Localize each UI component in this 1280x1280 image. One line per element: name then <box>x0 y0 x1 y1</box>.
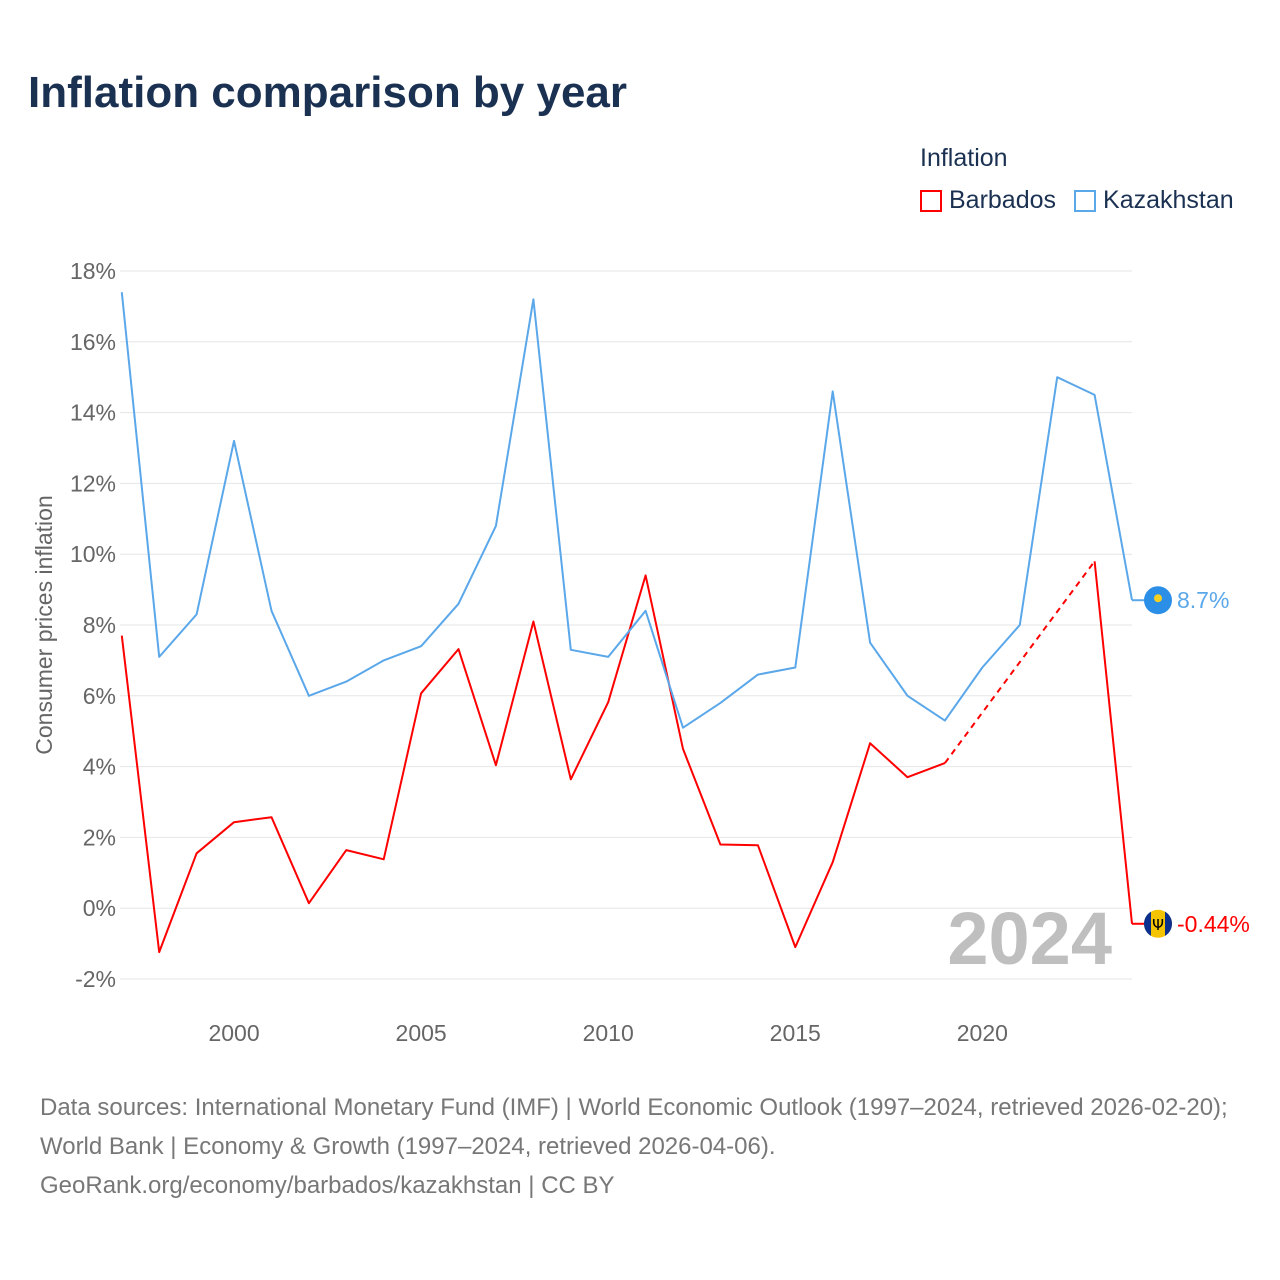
data-point-barbados <box>232 820 236 824</box>
data-point-barbados <box>718 842 722 846</box>
data-point-barbados <box>906 775 910 779</box>
x-tick-label: 2010 <box>583 1020 634 1046</box>
x-tick-label: 2015 <box>770 1020 821 1046</box>
data-point-barbados <box>195 851 199 855</box>
data-point-kazakhstan <box>419 644 423 648</box>
data-point-barbados <box>457 647 461 651</box>
data-point-barbados <box>344 848 348 852</box>
y-tick-label: 6% <box>83 683 116 709</box>
data-point-barbados <box>756 843 760 847</box>
data-point-barbados <box>793 945 797 949</box>
x-tick-label: 2020 <box>957 1020 1008 1046</box>
legend: Barbados Kazakhstan <box>920 186 1234 215</box>
data-point-barbados <box>382 857 386 861</box>
data-point-kazakhstan <box>644 609 648 613</box>
credit-link[interactable]: GeoRank.org/economy/barbados/kazakhstan … <box>40 1172 615 1199</box>
data-point-barbados <box>943 761 947 765</box>
data-point-barbados <box>120 634 124 638</box>
data-point-kazakhstan <box>831 389 835 393</box>
series-gap-barbados <box>944 560 1096 764</box>
data-point-barbados <box>606 700 610 704</box>
data-point-kazakhstan <box>531 297 535 301</box>
data-point-kazakhstan <box>1055 375 1059 379</box>
data-point-kazakhstan <box>457 602 461 606</box>
y-tick-label: 2% <box>83 824 116 850</box>
data-point-kazakhstan <box>157 655 161 659</box>
data-point-barbados <box>681 747 685 751</box>
data-sources: Data sources: International Monetary Fun… <box>40 1094 1228 1160</box>
data-point-kazakhstan <box>344 680 348 684</box>
data-point-barbados <box>419 691 423 695</box>
data-point-kazakhstan <box>382 658 386 662</box>
chart-title: Inflation comparison by year <box>28 68 628 117</box>
y-tick-label: 4% <box>83 754 116 780</box>
y-tick-label: 16% <box>70 329 116 355</box>
data-point-barbados <box>531 619 535 623</box>
data-point-kazakhstan <box>906 694 910 698</box>
data-point-barbados <box>569 777 573 781</box>
data-point-barbados <box>831 860 835 864</box>
data-point-barbados <box>269 815 273 819</box>
y-tick-label: 14% <box>70 400 116 426</box>
y-tick-label: 12% <box>70 470 116 496</box>
data-point-kazakhstan <box>868 641 872 645</box>
data-point-barbados <box>644 573 648 577</box>
data-point-kazakhstan <box>756 673 760 677</box>
y-tick-label: 18% <box>70 258 116 284</box>
data-point-kazakhstan <box>681 726 685 730</box>
year-watermark: 2024 <box>947 897 1112 980</box>
legend-title: Inflation <box>920 144 1008 172</box>
flag-band-left <box>1144 911 1151 936</box>
y-tick-label: -2% <box>75 966 116 992</box>
data-point-kazakhstan <box>943 719 947 723</box>
trident-glyph: Ψ <box>1152 916 1164 934</box>
data-point-barbados <box>307 901 311 905</box>
data-point-barbados <box>1093 559 1097 563</box>
data-point-barbados <box>157 950 161 954</box>
x-tick-label: 2005 <box>396 1020 447 1046</box>
legend-label-kazakhstan: Kazakhstan <box>1103 186 1234 214</box>
data-point-kazakhstan <box>232 439 236 443</box>
legend-item-kazakhstan[interactable]: Kazakhstan <box>1074 186 1234 215</box>
footer: Data sources: International Monetary Fun… <box>40 1088 1250 1205</box>
y-tick-label: 10% <box>70 541 116 567</box>
end-value-label-kazakhstan: 8.7% <box>1177 587 1229 613</box>
data-point-kazakhstan <box>793 665 797 669</box>
y-tick-label: 8% <box>83 612 116 638</box>
data-point-kazakhstan <box>718 701 722 705</box>
chart-area: -2% 0% 2% 4% 6% 8% 10% 12% 14% 16% 18% 2000 2005 2010… <box>31 258 1250 1046</box>
flag-band-right <box>1165 911 1172 936</box>
y-axis-label: Consumer prices inflation <box>31 495 57 755</box>
data-point-kazakhstan <box>195 612 199 616</box>
data-point-kazakhstan <box>569 648 573 652</box>
series-line-kazakhstan <box>120 292 1133 729</box>
x-tick-label: 2000 <box>208 1020 259 1046</box>
series-line-barbados <box>120 561 1133 954</box>
data-point-barbados <box>868 741 872 745</box>
flag-sun <box>1154 594 1162 603</box>
data-point-kazakhstan <box>606 655 610 659</box>
data-point-kazakhstan <box>1018 623 1022 627</box>
data-point-kazakhstan <box>494 524 498 528</box>
data-point-kazakhstan <box>269 609 273 613</box>
legend-item-barbados[interactable]: Barbados <box>920 186 1056 215</box>
legend-swatch-kazakhstan <box>1074 189 1097 212</box>
y-tick-label: 0% <box>83 895 116 921</box>
data-point-kazakhstan <box>1093 393 1097 397</box>
legend-label-barbados: Barbados <box>949 186 1057 214</box>
data-point-kazakhstan <box>307 694 311 698</box>
end-value-label-barbados: -0.44% <box>1177 911 1250 937</box>
data-point-barbados <box>494 763 498 767</box>
legend-swatch-barbados <box>920 189 942 212</box>
data-point-kazakhstan <box>980 665 984 669</box>
data-point-kazakhstan <box>120 290 124 294</box>
